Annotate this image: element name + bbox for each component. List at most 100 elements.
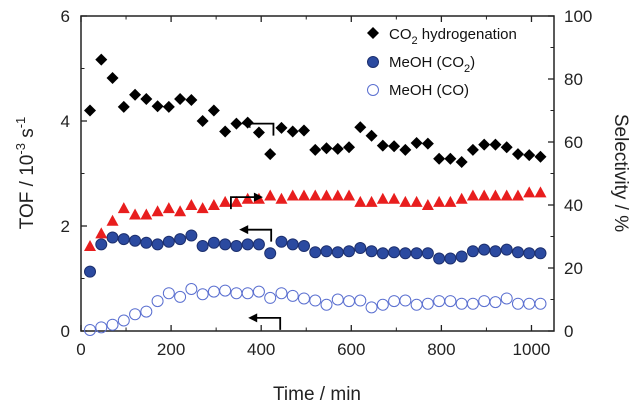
selectivity-point bbox=[219, 195, 232, 207]
meoh-co2-point bbox=[241, 238, 254, 251]
selectivity-point bbox=[275, 192, 288, 204]
meoh-co-point bbox=[320, 298, 333, 311]
data-marks bbox=[84, 53, 547, 336]
co2-hydrogenation-point bbox=[343, 141, 356, 154]
arrow-left-icon bbox=[239, 225, 273, 242]
co2-hydrogenation-point bbox=[331, 142, 344, 155]
meoh-co-point bbox=[286, 289, 299, 302]
meoh-co2-point bbox=[500, 243, 513, 256]
co2-hydrogenation-point bbox=[320, 142, 333, 155]
selectivity-point bbox=[196, 202, 209, 214]
arrow-shaft bbox=[249, 122, 275, 136]
meoh-co-point bbox=[365, 301, 378, 314]
co2-hydrogenation-point bbox=[162, 100, 175, 113]
selectivity-point bbox=[320, 189, 333, 201]
x-axis-title: Time / min bbox=[273, 384, 361, 405]
meoh-co-point bbox=[252, 285, 265, 298]
co2-hydrogenation-point bbox=[500, 141, 513, 154]
meoh-co2-point bbox=[151, 238, 164, 251]
meoh-co-point bbox=[388, 295, 401, 308]
y-left-title-mid: s bbox=[17, 128, 38, 143]
meoh-co2-point bbox=[140, 236, 153, 249]
meoh-co-point bbox=[309, 294, 322, 307]
meoh-co-point bbox=[511, 297, 524, 310]
co2-hydrogenation-point bbox=[388, 140, 401, 153]
meoh-co-point bbox=[478, 295, 491, 308]
co2-hydrogenation-point bbox=[230, 117, 243, 130]
selectivity-point bbox=[95, 227, 108, 239]
meoh-co-point bbox=[140, 305, 153, 318]
meoh-co2-point bbox=[388, 246, 401, 259]
meoh-co2-point bbox=[320, 245, 333, 258]
meoh-co-point bbox=[117, 314, 130, 327]
meoh-co2-point bbox=[354, 242, 367, 255]
annotation-arrows bbox=[230, 119, 282, 330]
meoh-co-point bbox=[523, 297, 536, 310]
meoh-co2-point bbox=[399, 247, 412, 260]
meoh-co-point bbox=[185, 283, 198, 295]
co2-hydrogenation-point bbox=[466, 143, 479, 156]
meoh-co2-point bbox=[162, 235, 175, 248]
selectivity-point bbox=[106, 214, 119, 226]
selectivity-point bbox=[264, 189, 277, 201]
meoh-co-point bbox=[376, 298, 389, 311]
meoh-co-point bbox=[331, 293, 344, 306]
arrow-shaft bbox=[256, 316, 282, 330]
co2-hydrogenation-point bbox=[151, 100, 164, 113]
selectivity-point bbox=[534, 186, 547, 198]
selectivity-point bbox=[523, 186, 536, 198]
arrow-right-icon bbox=[230, 192, 263, 210]
x-tick-label: 1000 bbox=[513, 340, 551, 359]
meoh-co-point bbox=[399, 294, 412, 307]
x-tick-label: 400 bbox=[247, 340, 275, 359]
arrow-shaft bbox=[247, 228, 273, 242]
legend-marker-filled-circle bbox=[367, 56, 379, 68]
meoh-co-point bbox=[129, 308, 142, 321]
meoh-co-point bbox=[95, 321, 108, 334]
co2-hydrogenation-point bbox=[376, 139, 389, 152]
selectivity-point bbox=[309, 189, 322, 201]
meoh-co-point bbox=[343, 295, 356, 308]
meoh-co2-point bbox=[174, 233, 187, 246]
co2-hydrogenation-point bbox=[95, 53, 108, 66]
selectivity-point bbox=[185, 199, 198, 210]
selectivity-point bbox=[331, 189, 344, 201]
selectivity-point bbox=[399, 195, 412, 207]
y-right-tick-label: 40 bbox=[564, 196, 583, 215]
meoh-co2-point bbox=[196, 239, 209, 252]
selectivity-point bbox=[365, 195, 378, 207]
selectivity-point bbox=[117, 202, 130, 214]
co2-hydrogenation-point bbox=[286, 125, 299, 138]
y-axis-left-title: TOF / 10-3 s-1 bbox=[13, 117, 38, 230]
co2-hydrogenation-point bbox=[354, 121, 367, 134]
co2-hydrogenation-point bbox=[174, 92, 187, 105]
meoh-co2-point bbox=[410, 247, 423, 260]
meoh-co-point bbox=[489, 296, 502, 309]
co2-hydrogenation-point bbox=[523, 149, 536, 162]
meoh-co-point bbox=[275, 287, 288, 300]
y-right-tick-label: 60 bbox=[564, 133, 583, 152]
y-left-tick-label: 6 bbox=[61, 7, 70, 26]
selectivity-point bbox=[297, 189, 310, 201]
selectivity-point bbox=[421, 199, 434, 210]
selectivity-point bbox=[489, 189, 502, 201]
legend: CO2 hydrogenation MeOH (CO2) MeOH (CO) bbox=[367, 26, 517, 99]
selectivity-point bbox=[410, 195, 423, 207]
selectivity-point bbox=[286, 189, 299, 201]
meoh-co-point bbox=[219, 284, 232, 297]
meoh-co2-point bbox=[95, 238, 108, 251]
co2-hydrogenation-point bbox=[478, 138, 491, 151]
co2-hydrogenation-point bbox=[252, 126, 265, 139]
selectivity-point bbox=[511, 189, 524, 201]
meoh-co2-point bbox=[511, 246, 524, 259]
meoh-co2-point bbox=[219, 238, 232, 251]
y-axis-right-title: Selectivity / % bbox=[610, 114, 631, 232]
arrow-left-icon bbox=[241, 119, 275, 136]
meoh-co-point bbox=[151, 295, 164, 308]
co2-hydrogenation-point bbox=[421, 137, 434, 150]
meoh-co-point bbox=[410, 298, 423, 311]
selectivity-point bbox=[444, 195, 457, 207]
co2-hydrogenation-point bbox=[185, 94, 198, 106]
co2-hydrogenation-point bbox=[534, 150, 547, 163]
meoh-co-point bbox=[207, 285, 220, 298]
